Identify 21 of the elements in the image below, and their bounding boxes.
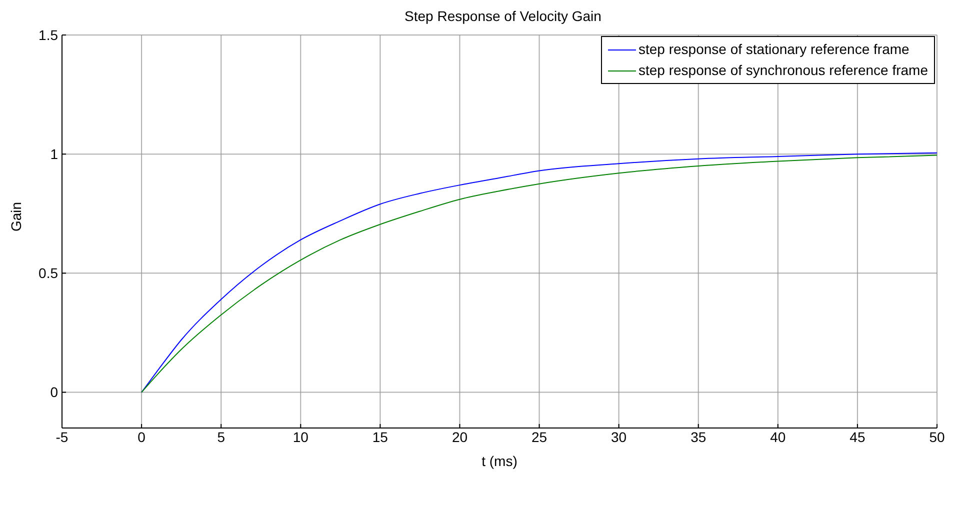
y-axis-title: Gain (8, 202, 24, 232)
x-axis-title: t (ms) (482, 453, 518, 469)
y-tick-label: 0 (50, 384, 58, 400)
x-tick-label: 30 (611, 428, 627, 445)
x-tick-label: 0 (138, 428, 146, 445)
x-tick-label: 45 (850, 428, 866, 445)
x-tick-label: 5 (217, 428, 226, 445)
chart-title: Step Response of Velocity Gain (404, 8, 602, 24)
x-tick-label: 40 (770, 428, 786, 445)
legend-label: step response of stationary reference frame (638, 40, 910, 59)
x-tick-label: 15 (372, 428, 388, 445)
legend-label: step response of synchronous reference frame (638, 61, 928, 80)
x-tick-label: 35 (690, 428, 706, 445)
x-tick-label: 25 (531, 428, 548, 445)
y-tick-label: 0.5 (38, 265, 58, 282)
y-tick-label: 1 (50, 146, 58, 162)
x-tick-label: 10 (292, 428, 309, 445)
x-tick-label: 20 (452, 428, 468, 445)
x-tick-label: 50 (929, 428, 945, 445)
y-tick-label: 1.5 (38, 26, 58, 43)
x-tick-label: -5 (56, 428, 68, 445)
